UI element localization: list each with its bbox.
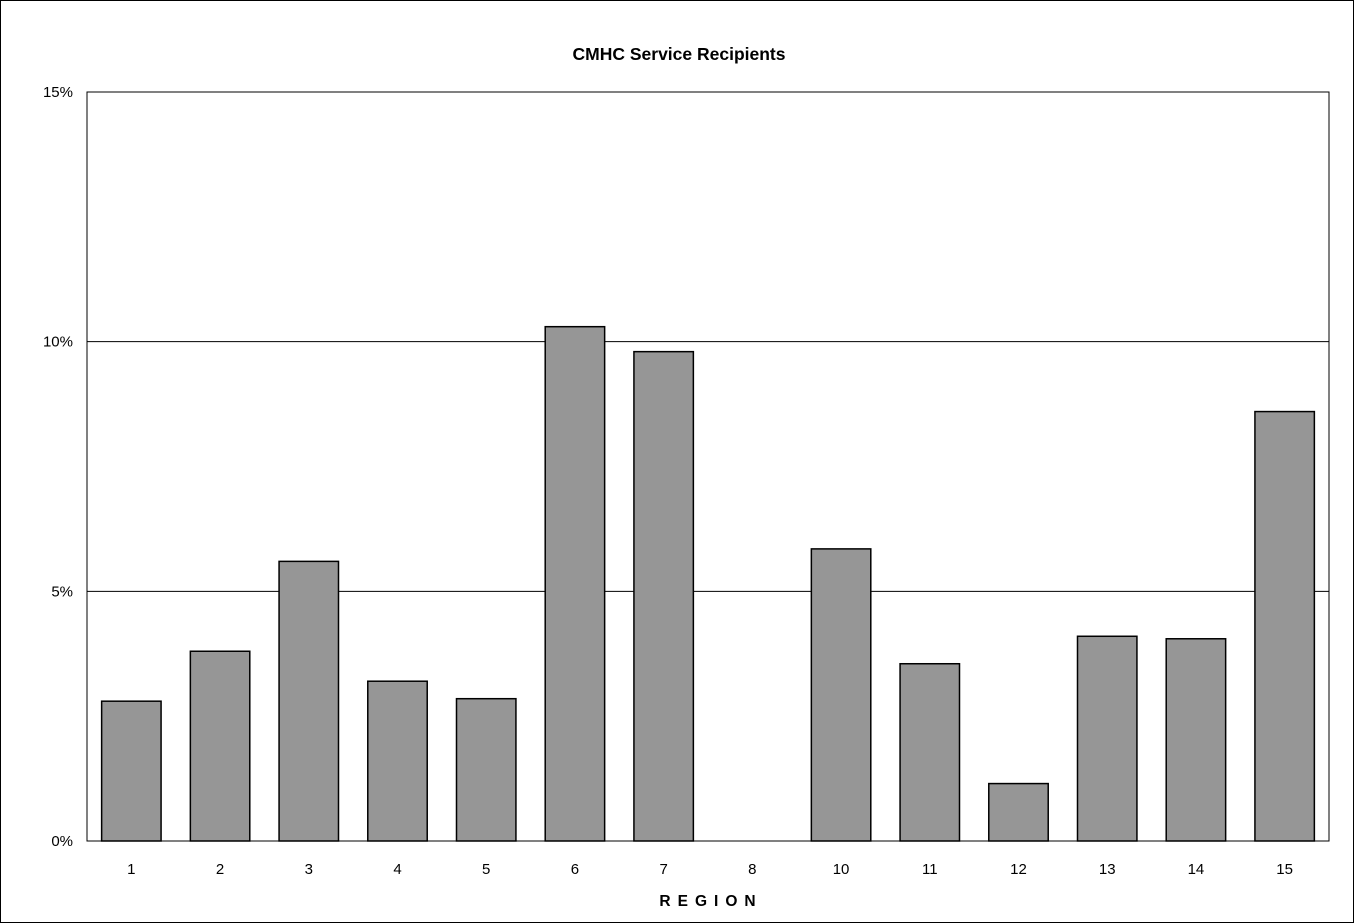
bar-region-4 xyxy=(367,680,428,842)
x-axis-title: REGION xyxy=(659,893,762,910)
x-tick-label: 4 xyxy=(393,861,401,878)
bar-region-12 xyxy=(988,782,1049,842)
y-axis-tick-labels: 0% 5% 10% 15% xyxy=(43,84,73,850)
x-tick-label: 13 xyxy=(1099,861,1116,878)
bar-region-11 xyxy=(899,662,961,842)
x-tick-label: 15 xyxy=(1276,861,1293,878)
x-tick-label: 14 xyxy=(1188,861,1205,878)
x-axis-tick-labels: 1 2 3 4 5 6 7 8 10 11 12 13 14 15 xyxy=(127,861,1293,878)
x-tick-label: 3 xyxy=(305,861,313,878)
bar-region-6 xyxy=(544,325,606,842)
x-tick-label: 2 xyxy=(216,861,224,878)
bars xyxy=(100,325,1316,842)
bar-region-7 xyxy=(633,350,695,842)
x-tick-label: 10 xyxy=(833,861,850,878)
y-tick-label: 10% xyxy=(43,334,73,351)
y-tick-label: 5% xyxy=(51,583,73,600)
x-tick-label: 7 xyxy=(659,861,667,878)
bar-region-14 xyxy=(1165,638,1227,842)
x-tick-label: 5 xyxy=(482,861,490,878)
x-tick-label: 1 xyxy=(127,861,135,878)
bar-region-2 xyxy=(189,650,251,842)
x-tick-label: 8 xyxy=(748,861,756,878)
bar-region-10 xyxy=(810,548,872,842)
x-tick-label: 6 xyxy=(571,861,579,878)
x-tick-label: 11 xyxy=(922,861,938,878)
plot-area xyxy=(86,91,1330,842)
bar-region-13 xyxy=(1076,635,1138,842)
chart-title: CMHC Service Recipients xyxy=(573,44,786,64)
x-tick-label: 12 xyxy=(1010,861,1027,878)
bar-region-3 xyxy=(278,560,340,842)
bar-region-5 xyxy=(455,697,517,842)
bar-region-15 xyxy=(1254,410,1316,842)
y-tick-label: 15% xyxy=(43,84,73,101)
gridlines xyxy=(87,341,1329,592)
y-tick-label: 0% xyxy=(51,833,73,850)
bar-region-1 xyxy=(100,700,162,842)
